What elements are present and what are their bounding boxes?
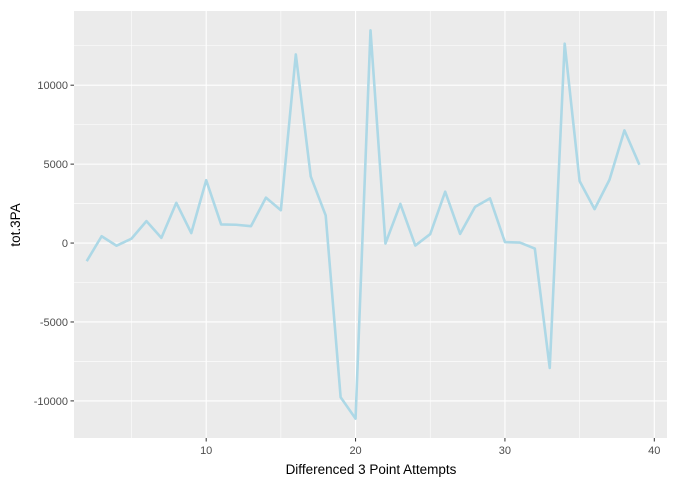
series-line-group bbox=[85, 28, 641, 420]
y-axis: -10000 -5000 0 5000 10000 bbox=[34, 80, 74, 408]
x-tick-label: 30 bbox=[499, 445, 511, 457]
y-tick-label: 5000 bbox=[44, 159, 68, 171]
x-tick-label: 20 bbox=[349, 445, 361, 457]
y-tick-label: -10000 bbox=[34, 396, 68, 408]
plot-panel bbox=[74, 11, 667, 438]
x-axis: 10 20 30 40 bbox=[200, 438, 660, 457]
x-tick-label: 40 bbox=[648, 445, 660, 457]
x-tick-label: 10 bbox=[200, 445, 212, 457]
y-tick-label: 0 bbox=[62, 238, 68, 250]
series-line bbox=[85, 28, 641, 420]
y-tick-label: 10000 bbox=[37, 80, 68, 92]
grid-major bbox=[74, 11, 667, 438]
x-axis-title: Differenced 3 Point Attempts bbox=[286, 462, 457, 477]
y-tick-label: -5000 bbox=[40, 317, 68, 329]
y-axis-title: tot.3PA bbox=[8, 203, 23, 246]
